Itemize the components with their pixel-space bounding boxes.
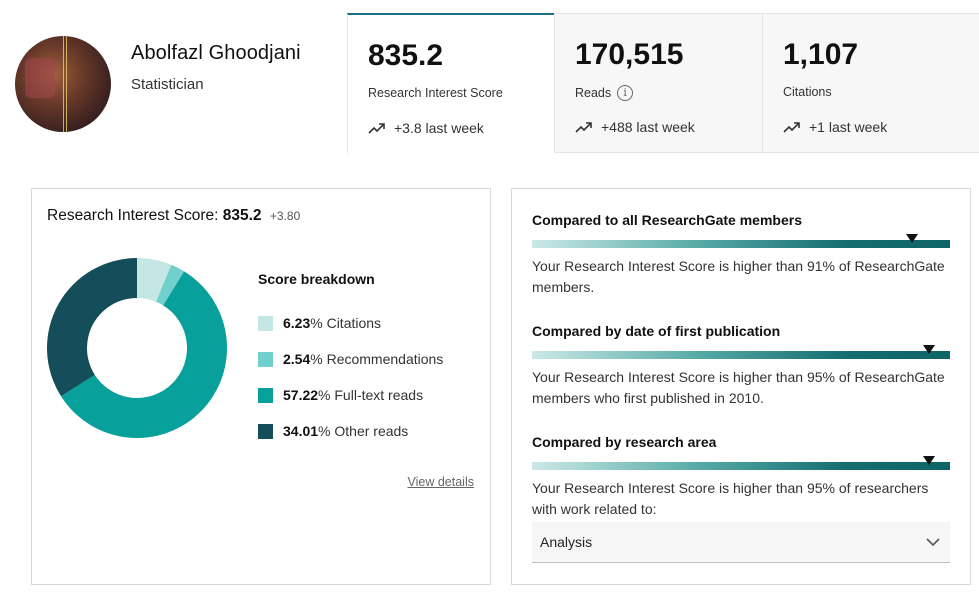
- legend-swatch: [258, 351, 273, 367]
- stat-value: 835.2: [368, 39, 444, 72]
- stat-delta: +3.8 last week: [368, 120, 484, 136]
- donut-slice-other-reads[interactable]: [47, 258, 137, 397]
- profile-name[interactable]: Abolfazl Ghoodjani: [131, 42, 301, 64]
- stat-value: 170,515: [575, 38, 684, 71]
- stat-card-citations[interactable]: 1,107 Citations +1 last week: [762, 13, 979, 153]
- view-details-link[interactable]: View details: [407, 475, 474, 489]
- stat-card-reads[interactable]: 170,515 Reads i +488 last week: [554, 13, 763, 153]
- percentile-bar: [532, 234, 950, 248]
- stat-label: Reads i: [575, 85, 634, 101]
- profile-avatar[interactable]: [15, 36, 111, 132]
- comparison-panel: Compared to all ResearchGate members You…: [511, 188, 971, 585]
- profile-role: Statistician: [131, 76, 204, 93]
- research-area-select[interactable]: Analysis: [532, 522, 950, 563]
- stat-value: 1,107: [783, 38, 859, 71]
- percentile-marker: [923, 345, 936, 354]
- donut-slice-full-text-reads[interactable]: [61, 271, 227, 438]
- score-value: 835.2: [222, 207, 262, 224]
- comparison-title: Compared by research area: [532, 434, 717, 450]
- donut-slice-recommendations[interactable]: [156, 264, 185, 306]
- chevron-down-icon: [926, 537, 940, 546]
- stat-delta: +1 last week: [783, 119, 887, 135]
- breakdown-legend: 6.23% Citations 2.54% Recommendations 57…: [258, 305, 443, 449]
- stat-label: Research Interest Score: [368, 86, 503, 100]
- percentile-bar: [532, 456, 950, 470]
- legend-item-full-text-reads: 57.22% Full-text reads: [258, 377, 443, 413]
- trend-up-icon: [368, 123, 385, 134]
- percentile-marker: [923, 456, 936, 465]
- legend-item-other-reads: 34.01% Other reads: [258, 413, 443, 449]
- percentile-bar: [532, 345, 950, 359]
- comparison-all-members: Compared to all ResearchGate members You…: [532, 212, 950, 298]
- score-donut-chart: [47, 258, 227, 438]
- comparison-research-area: Compared by research area Your Research …: [532, 434, 950, 520]
- comparison-first-publication: Compared by date of first publication Yo…: [532, 323, 950, 409]
- percentile-marker: [906, 234, 919, 243]
- legend-item-recommendations: 2.54% Recommendations: [258, 341, 443, 377]
- select-value: Analysis: [540, 534, 593, 550]
- breakdown-title: Score breakdown: [258, 271, 375, 287]
- stat-label: Citations: [783, 85, 832, 99]
- score-breakdown-panel: Research Interest Score: 835.2 +3.80 Sco…: [31, 188, 491, 585]
- stat-card-research-interest[interactable]: 835.2 Research Interest Score +3.8 last …: [347, 13, 555, 153]
- legend-swatch: [258, 315, 273, 331]
- info-icon[interactable]: i: [617, 85, 634, 101]
- score-delta: +3.80: [269, 209, 301, 223]
- comparison-text: Your Research Interest Score is higher t…: [532, 369, 945, 406]
- legend-swatch: [258, 423, 273, 439]
- comparison-text: Your Research Interest Score is higher t…: [532, 258, 945, 295]
- stat-delta: +488 last week: [575, 119, 695, 135]
- trend-up-icon: [783, 122, 800, 133]
- comparison-title: Compared by date of first publication: [532, 323, 781, 339]
- donut-slice-citations[interactable]: [137, 258, 172, 302]
- legend-item-citations: 6.23% Citations: [258, 305, 443, 341]
- trend-up-icon: [575, 122, 592, 133]
- comparison-text: Your Research Interest Score is higher t…: [532, 480, 929, 517]
- panel-title: Research Interest Score: 835.2 +3.80: [47, 207, 301, 224]
- comparison-title: Compared to all ResearchGate members: [532, 212, 802, 228]
- legend-swatch: [258, 387, 273, 403]
